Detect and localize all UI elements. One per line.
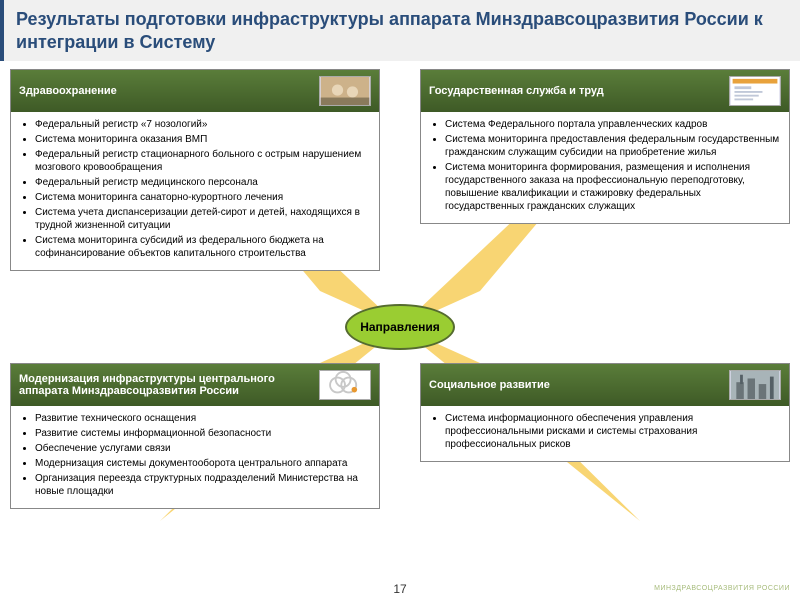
item-list: Развитие технического оснащения Развитие … — [19, 412, 371, 498]
list-item: Система Федерального портала управленчес… — [445, 118, 781, 131]
list-item: Развитие технического оснащения — [35, 412, 371, 425]
panel-header: Социальное развитие — [421, 364, 789, 406]
panel-body: Развитие технического оснащения Развитие … — [11, 406, 379, 508]
list-item: Система мониторинга предоставления федер… — [445, 133, 781, 159]
panel-body: Система Федерального портала управленчес… — [421, 112, 789, 223]
list-item: Система информационного обеспечения упра… — [445, 412, 781, 451]
thumb-screenshot — [729, 76, 781, 106]
page-title: Результаты подготовки инфраструктуры апп… — [16, 8, 788, 53]
panel-header: Модернизация инфраструктуры центрального… — [11, 364, 379, 406]
panel-title: Социальное развитие — [429, 379, 550, 391]
panel-title: Модернизация инфраструктуры центрального… — [19, 373, 309, 397]
list-item: Федеральный регистр «7 нозологий» — [35, 118, 371, 131]
list-item: Обеспечение услугами связи — [35, 442, 371, 455]
center-label: Направления — [360, 320, 440, 334]
panel-header: Государственная служба и труд — [421, 70, 789, 112]
title-bar: Результаты подготовки инфраструктуры апп… — [0, 0, 800, 61]
panel-healthcare: Здравоохранение Федеральный регистр «7 н… — [10, 69, 380, 271]
panel-social-development: Социальное развитие Система информационн… — [420, 363, 790, 462]
list-item: Федеральный регистр медицинского персона… — [35, 176, 371, 189]
panel-civil-service: Государственная служба и труд Система Фе… — [420, 69, 790, 224]
thumb-industry — [729, 370, 781, 400]
thumb-logo — [319, 370, 371, 400]
list-item: Организация переезда структурных подразд… — [35, 472, 371, 498]
page-number: 17 — [393, 582, 406, 596]
panel-modernization: Модернизация инфраструктуры центрального… — [10, 363, 380, 509]
list-item: Система мониторинга формирования, размещ… — [445, 161, 781, 213]
item-list: Система Федерального портала управленчес… — [429, 118, 781, 213]
list-item: Федеральный регистр стационарного больно… — [35, 148, 371, 174]
thumb-photo — [319, 76, 371, 106]
panel-title: Государственная служба и труд — [429, 85, 604, 97]
list-item: Система мониторинга субсидий из федераль… — [35, 234, 371, 260]
footer-logo: МИНЗДРАВСОЦРАЗВИТИЯ РОССИИ — [654, 585, 790, 592]
list-item: Модернизация системы документооборота це… — [35, 457, 371, 470]
panel-body: Федеральный регистр «7 нозологий» Система… — [11, 112, 379, 270]
item-list: Федеральный регистр «7 нозологий» Система… — [19, 118, 371, 260]
list-item: Система мониторинга оказания ВМП — [35, 133, 371, 146]
panel-header: Здравоохранение — [11, 70, 379, 112]
center-node: Направления — [345, 304, 455, 350]
panel-title: Здравоохранение — [19, 85, 117, 97]
item-list: Система информационного обеспечения упра… — [429, 412, 781, 451]
list-item: Развитие системы информационной безопасн… — [35, 427, 371, 440]
panel-body: Система информационного обеспечения упра… — [421, 406, 789, 461]
diagram-area: Направления Здравоохранение Федеральный … — [0, 61, 800, 581]
list-item: Система учета диспансеризации детей-сиро… — [35, 206, 371, 232]
list-item: Система мониторинга санаторно-курортного… — [35, 191, 371, 204]
